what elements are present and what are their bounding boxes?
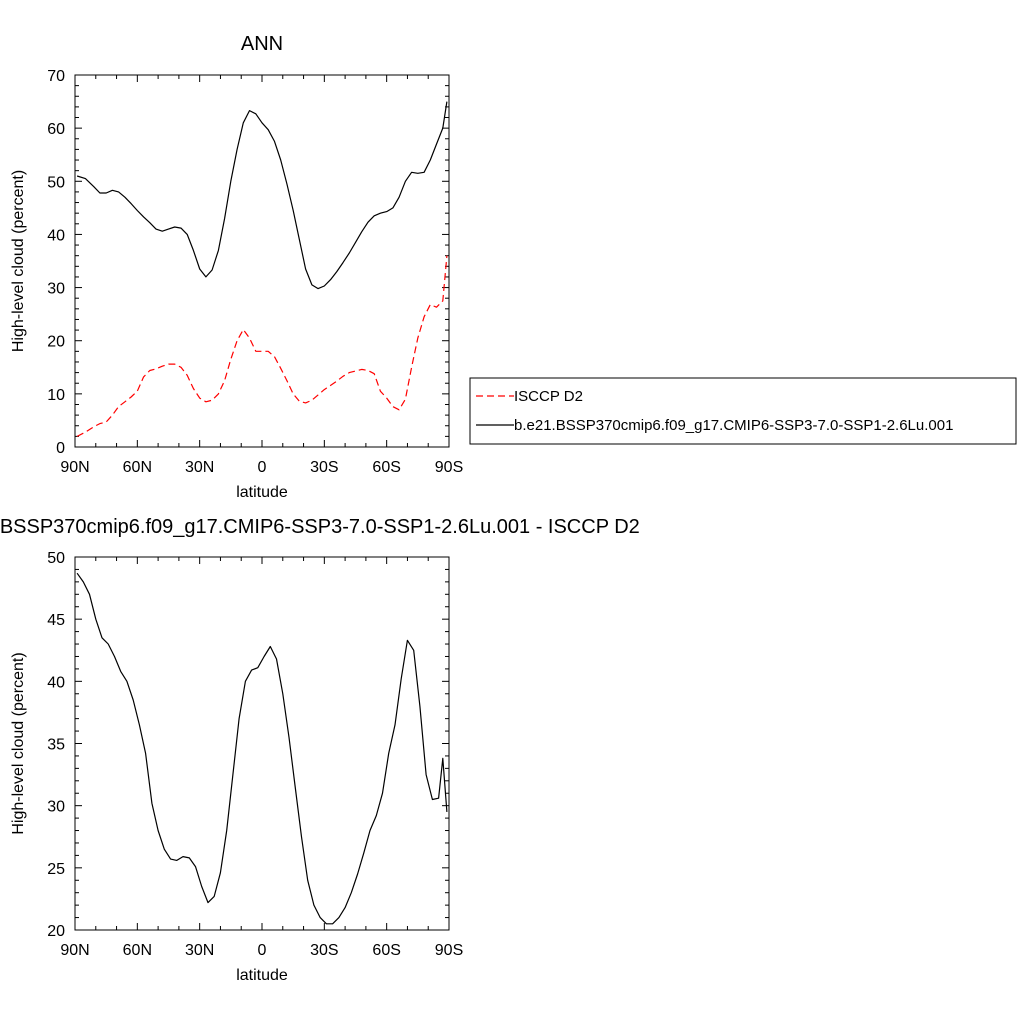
y-axis-label: High-level cloud (percent) (10, 652, 27, 834)
plot-frame (74, 556, 450, 931)
chart-title: ANN (241, 33, 283, 55)
x-tick-label: 90N (60, 459, 89, 476)
y-tick-label: 10 (47, 387, 65, 404)
y-tick-label: 30 (47, 281, 65, 298)
plot-frame (74, 74, 450, 448)
series-line-1 (76, 101, 448, 290)
x-tick-label: 60S (372, 459, 400, 476)
x-tick-label: 60S (372, 942, 400, 959)
y-tick-label: 70 (47, 68, 65, 85)
x-axis-label: latitude (236, 484, 288, 501)
chart-panel-1: ANN 0 10 20 30 40 50 60 70 90N 60N 30N 0 30S 60S 90S lat… (10, 33, 1017, 501)
x-tick-label: 90S (435, 942, 463, 959)
chart-panel-2: b.e21.BSSP370cmip6.f09_g17.CMIP6-SSP3-7.… (0, 516, 640, 984)
x-tick-label: 30N (185, 942, 214, 959)
y-tick-label: 20 (47, 923, 65, 940)
x-tick-label: 30S (310, 942, 338, 959)
legend-box (469, 377, 1017, 445)
x-tick-label: 30N (185, 459, 214, 476)
x-tick-label: 90N (60, 942, 89, 959)
x-tick-label: 0 (258, 459, 267, 476)
y-tick-label: 30 (47, 799, 65, 816)
x-tick-label: 30S (310, 459, 338, 476)
x-tick-label: 90S (435, 459, 463, 476)
y-tick-label: 40 (47, 674, 65, 691)
y-tick-label: 35 (47, 737, 65, 754)
legend-label: b.e21.BSSP370cmip6.f09_g17.CMIP6-SSP3-7.… (514, 417, 953, 434)
y-tick-label: 45 (47, 612, 65, 629)
series-line-1 (76, 572, 448, 925)
y-tick-label: 50 (47, 550, 65, 567)
y-tick-label: 50 (47, 174, 65, 191)
y-tick-label: 20 (47, 334, 65, 351)
chart-title: b.e21.BSSP370cmip6.f09_g17.CMIP6-SSP3-7.… (0, 516, 640, 538)
y-tick-label: 40 (47, 227, 65, 244)
x-axis-label: latitude (236, 967, 288, 984)
series-line-2 (76, 255, 448, 437)
y-tick-label: 25 (47, 861, 65, 878)
y-tick-label: 0 (56, 440, 65, 457)
x-tick-label: 60N (123, 942, 152, 959)
y-tick-label: 60 (47, 121, 65, 138)
legend: ISCCP D2 b.e21.BSSP370cmip6.f09_g17.CMIP6… (469, 377, 1017, 445)
x-tick-label: 0 (258, 942, 267, 959)
legend-label: ISCCP D2 (514, 388, 583, 405)
x-tick-label: 60N (123, 459, 152, 476)
y-axis-label: High-level cloud (percent) (10, 170, 27, 352)
